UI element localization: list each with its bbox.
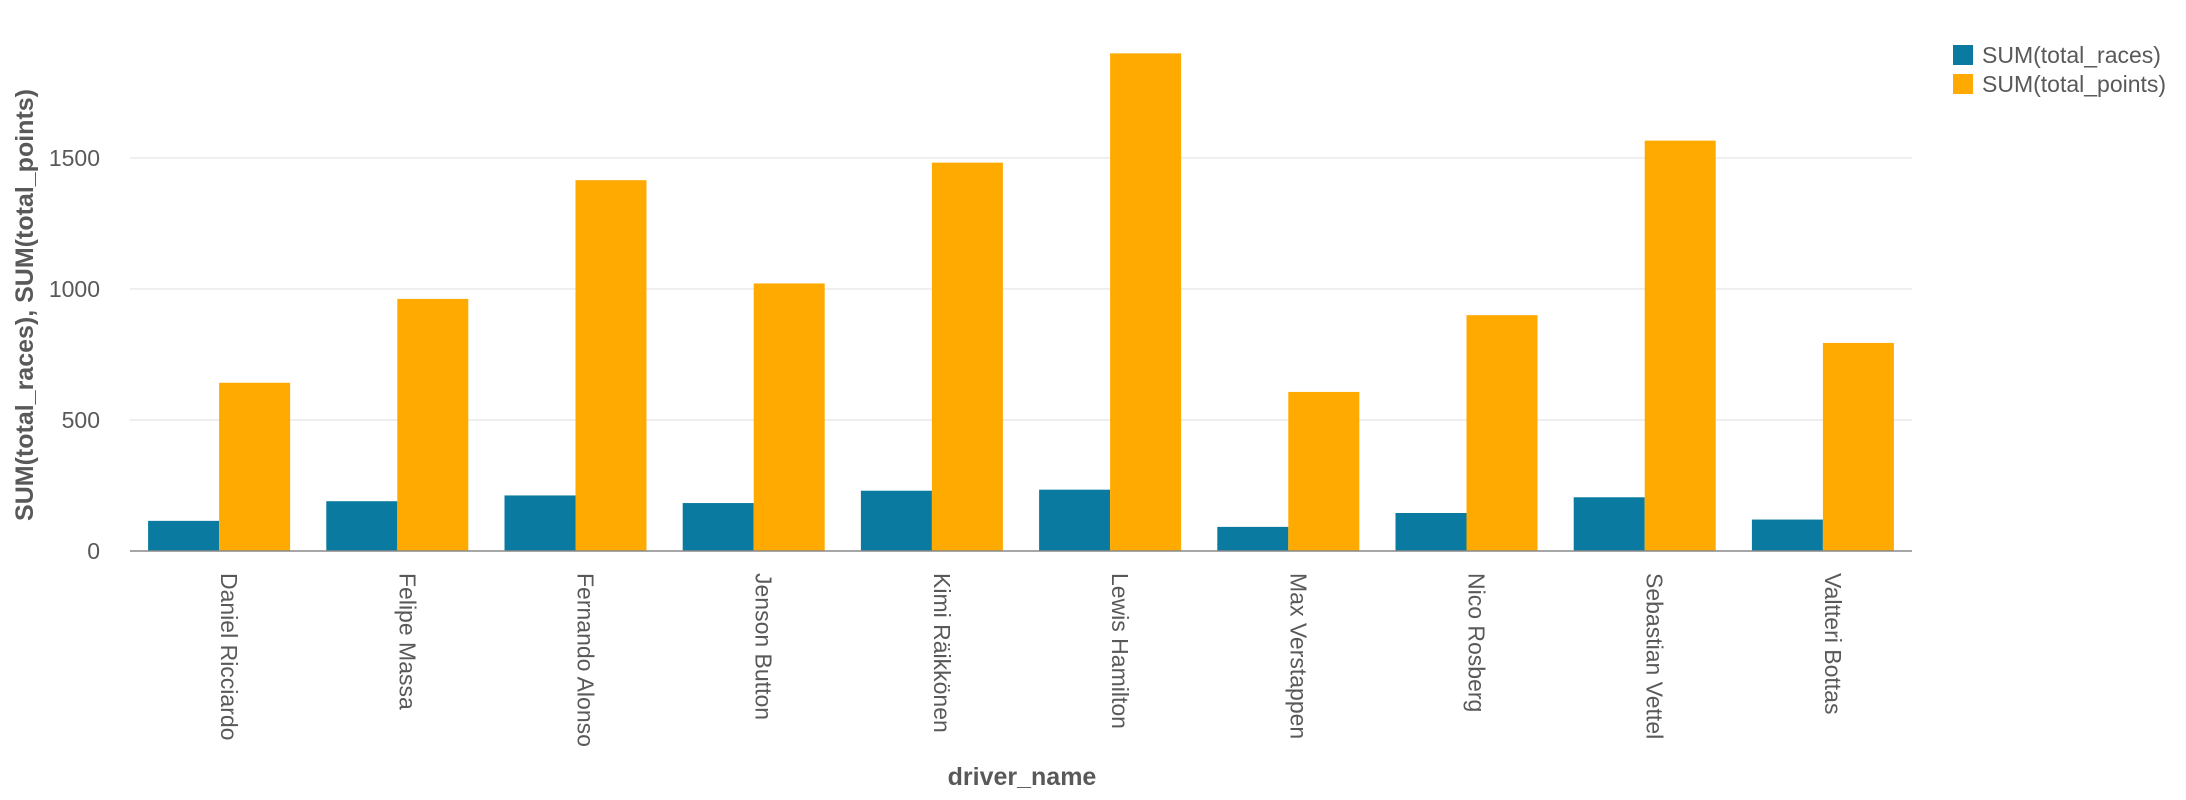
y-tick-label: 0 (87, 538, 100, 564)
bar-total-points (1644, 140, 1716, 551)
x-tick-label: Jenson Button (751, 573, 777, 720)
y-tick-label: 1000 (49, 276, 100, 302)
bar-total-races (860, 490, 932, 551)
x-tick-label: Fernando Alonso (573, 573, 599, 747)
bar-total-points (1110, 53, 1182, 551)
bar-total-races (1039, 489, 1111, 551)
bars (148, 53, 1894, 551)
bar-total-points (753, 283, 825, 551)
x-axis-title: driver_name (948, 763, 1097, 791)
bar-total-points (219, 382, 291, 551)
bar-total-races (504, 495, 576, 551)
bar-total-races (1751, 519, 1823, 551)
y-tick-label: 500 (62, 407, 100, 433)
y-axis-ticks: 0 500 1000 1500 (49, 145, 100, 564)
x-tick-label: Max Verstappen (1285, 573, 1311, 739)
y-tick-label: 1500 (49, 145, 100, 171)
bar-total-points (575, 180, 647, 551)
legend-label: SUM(total_points) (1982, 71, 2166, 97)
x-axis-ticks: Daniel Ricciardo Felipe Massa Fernando Alo… (216, 573, 1846, 747)
bar-total-races (1217, 526, 1289, 551)
legend-swatch (1953, 74, 1973, 94)
bar-total-races (682, 503, 754, 551)
x-tick-label: Sebastian Vettel (1642, 573, 1668, 739)
legend-swatch (1953, 45, 1973, 65)
bar-total-points (397, 298, 469, 551)
bar-total-points (1288, 391, 1360, 551)
bar-total-races (1395, 513, 1467, 551)
x-tick-label: Daniel Ricciardo (216, 573, 242, 740)
x-tick-label: Kimi Räikkönen (929, 573, 955, 733)
legend-label: SUM(total_races) (1982, 42, 2161, 68)
bar-total-points (1466, 315, 1538, 551)
legend: SUM(total_races) SUM(total_points) (1953, 42, 2166, 97)
bar-total-points (931, 162, 1003, 551)
y-axis-title: SUM(total_races), SUM(total_points) (11, 89, 39, 521)
bar-total-points (1822, 342, 1894, 551)
bar-total-races (148, 520, 220, 551)
x-tick-label: Nico Rosberg (1464, 573, 1490, 712)
bar-total-races (1573, 497, 1645, 551)
x-tick-label: Felipe Massa (394, 573, 420, 710)
x-tick-label: Valtteri Bottas (1820, 573, 1846, 714)
x-tick-label: Lewis Hamilton (1107, 573, 1133, 729)
bar-total-races (326, 501, 398, 551)
